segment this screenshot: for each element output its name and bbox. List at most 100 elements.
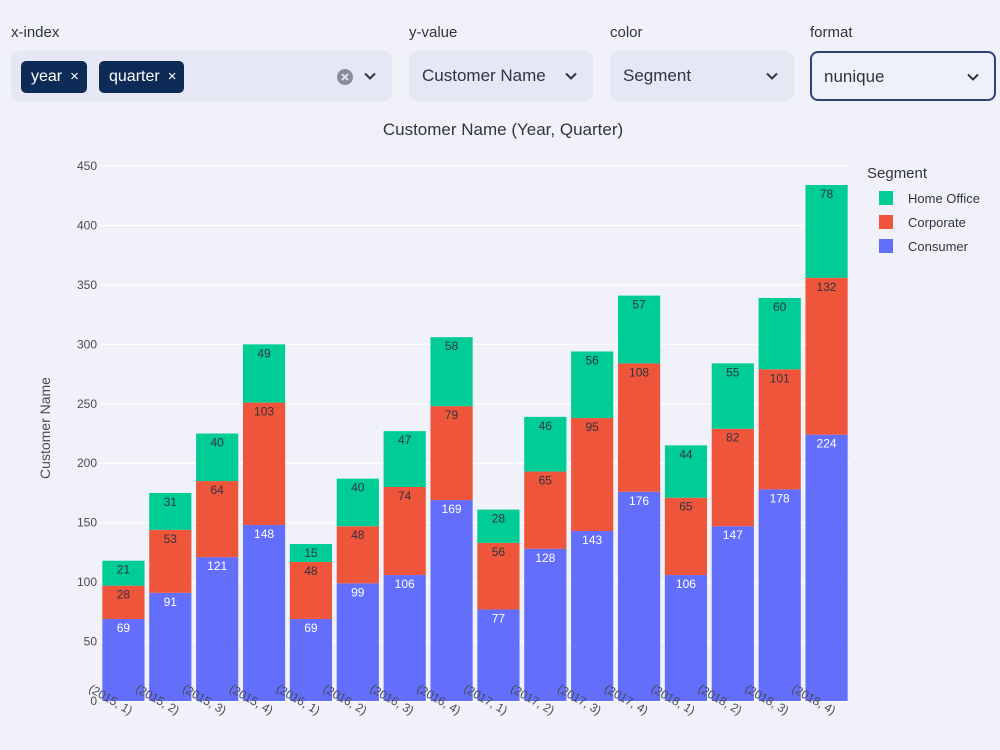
y-axis-label: Customer Name — [37, 377, 53, 479]
format-selected: nunique — [824, 67, 885, 86]
data-label: 74 — [398, 489, 412, 503]
data-label: 103 — [254, 405, 274, 419]
close-icon[interactable]: × — [70, 68, 79, 85]
bar-segment — [336, 478, 379, 527]
data-label: 69 — [117, 621, 131, 635]
color-selected: Segment — [623, 66, 692, 85]
bar-segment — [664, 574, 708, 701]
data-label: 28 — [117, 588, 131, 602]
bar-segment — [430, 500, 473, 701]
data-label: 48 — [351, 528, 365, 542]
data-label: 101 — [770, 371, 790, 385]
bar-segment — [196, 433, 239, 482]
bar-segment — [758, 369, 801, 490]
chevron-down-icon[interactable] — [966, 70, 980, 84]
y-value-selected: Customer Name — [422, 66, 546, 85]
data-label: 99 — [351, 585, 365, 599]
data-label: 65 — [539, 474, 553, 488]
bar-segment — [430, 406, 473, 501]
y-axis-ticks: 0 50 100 150 200 250 300 350 400 450 — [77, 159, 97, 708]
bar-segment — [336, 583, 379, 701]
tag-label: year — [31, 68, 63, 85]
bar-segment — [617, 491, 661, 701]
bar-segment — [711, 526, 754, 701]
y-tick-label: 300 — [77, 337, 97, 351]
data-label: 55 — [726, 365, 740, 379]
y-value-select[interactable]: Customer Name — [409, 51, 593, 101]
bar-segment — [289, 561, 333, 619]
clear-icon[interactable] — [337, 69, 353, 85]
bar-segment — [664, 497, 708, 575]
y-tick-label: 200 — [77, 456, 97, 470]
close-icon[interactable]: × — [167, 68, 177, 85]
data-label: 53 — [164, 532, 178, 546]
x-index-multiselect[interactable]: year × quarter × — [11, 51, 392, 101]
bar-segment — [805, 185, 848, 278]
data-label: 21 — [117, 563, 131, 577]
chevron-down-icon[interactable] — [765, 69, 779, 83]
legend-swatch — [879, 239, 893, 253]
bar-segment — [242, 525, 286, 701]
bar-segment — [571, 530, 614, 701]
legend: Segment Home Office Corporate Consumer — [867, 165, 980, 254]
data-label: 57 — [632, 298, 646, 312]
bar-segment — [149, 492, 192, 530]
data-label: 169 — [442, 502, 462, 516]
chevron-down-icon[interactable] — [564, 69, 578, 83]
x-index-label: x-index — [11, 24, 60, 41]
data-label: 78 — [820, 187, 834, 201]
legend-swatch — [879, 215, 893, 229]
chevron-down-icon[interactable] — [363, 69, 377, 83]
data-label: 64 — [211, 483, 225, 497]
chart-title: Customer Name (Year, Quarter) — [383, 120, 623, 139]
bar-segment — [617, 363, 661, 492]
bar-segment — [805, 277, 848, 435]
data-label: 15 — [304, 546, 318, 560]
bar-segment — [289, 618, 333, 701]
data-label: 40 — [211, 436, 225, 450]
tag-year[interactable]: year × — [21, 61, 87, 93]
format-select[interactable]: nunique — [810, 51, 996, 101]
bar-segment — [711, 363, 754, 429]
data-label: 148 — [254, 527, 274, 541]
color-label: color — [610, 24, 643, 41]
bar-segment — [289, 544, 333, 562]
legend-item: Corporate — [908, 215, 966, 230]
data-label: 224 — [817, 437, 837, 451]
bar-segment — [242, 402, 286, 526]
bar-segment — [383, 431, 426, 487]
y-tick-label: 350 — [77, 278, 97, 292]
data-label: 143 — [582, 533, 602, 547]
bar-segment — [524, 471, 567, 549]
data-label: 65 — [679, 500, 693, 514]
bar-segment — [571, 351, 614, 419]
data-label: 60 — [773, 300, 787, 314]
data-label: 95 — [586, 420, 600, 434]
data-label: 46 — [539, 419, 553, 433]
legend-item: Home Office — [908, 191, 980, 206]
data-label: 48 — [304, 564, 318, 578]
bar-segment — [805, 434, 848, 701]
data-label: 28 — [492, 512, 506, 526]
y-tick-label: 450 — [77, 159, 97, 173]
bar-segment — [571, 418, 614, 531]
data-label: 82 — [726, 431, 740, 445]
data-label: 147 — [723, 528, 743, 542]
data-label: 40 — [351, 481, 365, 495]
bar-segment — [383, 574, 426, 701]
tag-quarter[interactable]: quarter × — [99, 61, 185, 93]
data-label: 44 — [679, 447, 693, 461]
y-tick-label: 150 — [77, 516, 97, 530]
bar-segment — [336, 526, 379, 584]
bar-segment — [196, 481, 239, 558]
color-select[interactable]: Segment — [610, 51, 794, 101]
bar-segment — [102, 618, 145, 701]
data-label: 176 — [629, 494, 649, 508]
y-tick-label: 0 — [90, 694, 97, 708]
data-label: 56 — [492, 545, 506, 559]
bar-segment — [524, 416, 567, 472]
y-tick-label: 100 — [77, 575, 97, 589]
tag-label: quarter — [109, 68, 160, 85]
y-tick-label: 250 — [77, 397, 97, 411]
bar-segment — [149, 592, 192, 701]
